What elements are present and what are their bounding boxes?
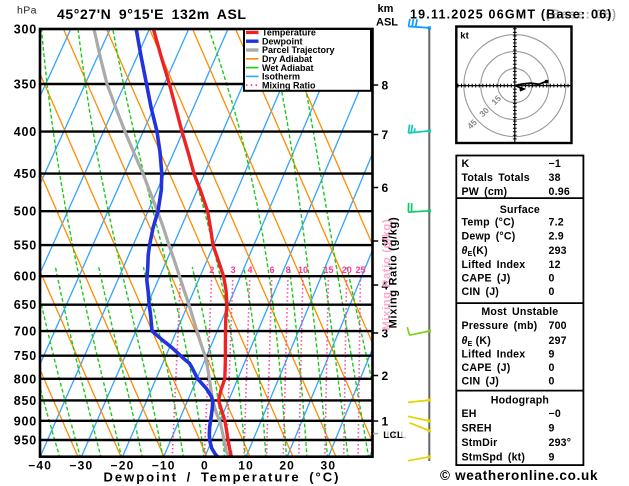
svg-text:Lifted Index: Lifted Index xyxy=(462,259,526,271)
svg-text:38: 38 xyxy=(549,172,561,184)
svg-text:Dry Adiabat: Dry Adiabat xyxy=(262,54,312,64)
svg-text:CAPE (J): CAPE (J) xyxy=(462,362,511,374)
svg-text:9: 9 xyxy=(549,422,555,434)
svg-text:EH: EH xyxy=(462,408,477,420)
svg-text:0: 0 xyxy=(549,272,555,284)
svg-text:Pressure (mb): Pressure (mb) xyxy=(462,320,538,332)
svg-text:LCL: LCL xyxy=(383,430,403,441)
svg-text:θE(K): θE(K) xyxy=(462,245,488,258)
svg-text:LCL: LCL xyxy=(387,430,407,441)
svg-text:Temp (°C): Temp (°C) xyxy=(462,217,515,229)
svg-text:CIN (J): CIN (J) xyxy=(462,286,500,298)
svg-text:0.96: 0.96 xyxy=(549,186,570,198)
svg-text:Temperature: Temperature xyxy=(262,28,316,38)
svg-text:297: 297 xyxy=(549,335,567,347)
svg-text:10: 10 xyxy=(238,459,254,473)
svg-text:0: 0 xyxy=(549,286,555,298)
svg-text:Mixing Ratio (g/kg): Mixing Ratio (g/kg) xyxy=(381,219,393,331)
svg-text:30: 30 xyxy=(321,459,337,473)
svg-text:StmDir: StmDir xyxy=(462,437,498,449)
svg-text:−20: −20 xyxy=(111,459,135,473)
svg-text:−0: −0 xyxy=(549,408,561,420)
svg-text:550: 550 xyxy=(14,239,37,253)
svg-text:500: 500 xyxy=(14,205,37,219)
svg-text:SREH: SREH xyxy=(462,422,492,434)
svg-text:750: 750 xyxy=(14,349,37,363)
svg-text:CIN (J): CIN (J) xyxy=(462,376,500,388)
svg-text:−1: −1 xyxy=(549,158,561,170)
svg-text:2: 2 xyxy=(209,265,214,275)
svg-text:θE (K): θE (K) xyxy=(462,335,491,348)
svg-text:450: 450 xyxy=(14,167,37,181)
svg-text:3: 3 xyxy=(382,326,389,340)
svg-text:Dewpoint / Temperature (°C): Dewpoint / Temperature (°C) xyxy=(104,470,341,485)
svg-text:20: 20 xyxy=(279,459,295,473)
svg-text:PW (cm): PW (cm) xyxy=(462,186,508,198)
svg-text:4: 4 xyxy=(247,265,252,275)
svg-text:ASL: ASL xyxy=(376,17,398,29)
svg-text:850: 850 xyxy=(14,394,37,408)
svg-text:Mixing Ratio (g/kg): Mixing Ratio (g/kg) xyxy=(388,217,400,329)
svg-text:3: 3 xyxy=(231,265,236,275)
svg-text:700: 700 xyxy=(14,325,37,339)
svg-text:0: 0 xyxy=(549,376,555,388)
svg-text:© weatheronline.co.uk: © weatheronline.co.uk xyxy=(440,468,598,483)
svg-text:20: 20 xyxy=(342,265,352,275)
svg-text:7.2: 7.2 xyxy=(549,217,564,229)
svg-text:293°: 293° xyxy=(549,437,572,449)
svg-text:Dewp (°C): Dewp (°C) xyxy=(462,230,516,242)
svg-text:kt: kt xyxy=(460,31,469,42)
svg-text:Hodograph: Hodograph xyxy=(491,394,549,406)
svg-text:300: 300 xyxy=(14,23,37,37)
svg-text:8: 8 xyxy=(286,265,291,275)
svg-text:293: 293 xyxy=(549,245,567,257)
svg-text:0: 0 xyxy=(549,362,555,374)
svg-text:5: 5 xyxy=(382,234,389,248)
svg-text:hPa: hPa xyxy=(17,5,37,17)
svg-text:19.11.2025 06GMT (Base: 06): 19.11.2025 06GMT (Base: 06) xyxy=(410,7,613,21)
svg-text:(Base: 06): (Base: 06) xyxy=(546,7,618,21)
svg-text:8: 8 xyxy=(382,78,389,92)
svg-text:−40: −40 xyxy=(28,459,52,473)
svg-text:45°27'N 9°15'E 132m ASL: 45°27'N 9°15'E 132m ASL xyxy=(57,6,247,22)
svg-text:K: K xyxy=(462,158,470,170)
svg-text:Dewpoint: Dewpoint xyxy=(262,36,303,46)
svg-text:0: 0 xyxy=(201,459,209,473)
svg-text:950: 950 xyxy=(14,434,37,448)
svg-text:700: 700 xyxy=(549,320,567,332)
svg-text:km: km xyxy=(378,3,394,15)
svg-text:−30: −30 xyxy=(69,459,93,473)
svg-text:Totals Totals: Totals Totals xyxy=(462,172,530,184)
svg-text:6: 6 xyxy=(269,265,274,275)
svg-text:Mixing Ratio: Mixing Ratio xyxy=(262,80,316,90)
svg-text:StmSpd (kt): StmSpd (kt) xyxy=(462,451,526,463)
svg-text:2: 2 xyxy=(382,369,389,383)
svg-text:6: 6 xyxy=(382,181,389,195)
svg-text:2.9: 2.9 xyxy=(549,230,564,242)
svg-text:350: 350 xyxy=(14,78,37,92)
svg-text:600: 600 xyxy=(14,270,37,284)
svg-text:Wet Adiabat: Wet Adiabat xyxy=(262,63,314,73)
svg-text:25: 25 xyxy=(355,265,365,275)
svg-text:800: 800 xyxy=(14,372,37,386)
svg-text:−10: −10 xyxy=(152,459,176,473)
svg-text:10: 10 xyxy=(298,265,308,275)
svg-text:7: 7 xyxy=(382,128,389,142)
svg-text:Isotherm: Isotherm xyxy=(262,72,300,82)
svg-text:400: 400 xyxy=(14,125,37,139)
svg-text:650: 650 xyxy=(14,298,37,312)
svg-text:4: 4 xyxy=(382,278,389,292)
svg-text:Parcel Trajectory: Parcel Trajectory xyxy=(262,45,335,55)
svg-text:9: 9 xyxy=(549,451,555,463)
svg-text:Lifted Index: Lifted Index xyxy=(462,348,526,360)
svg-text:9: 9 xyxy=(549,348,555,360)
svg-text:15: 15 xyxy=(323,265,333,275)
svg-text:CAPE (J): CAPE (J) xyxy=(462,272,511,284)
svg-text:12: 12 xyxy=(549,259,561,271)
svg-text:Surface: Surface xyxy=(500,204,540,216)
svg-text:1: 1 xyxy=(382,414,389,428)
svg-text:900: 900 xyxy=(14,414,37,428)
svg-text:Most Unstable: Most Unstable xyxy=(481,306,558,318)
